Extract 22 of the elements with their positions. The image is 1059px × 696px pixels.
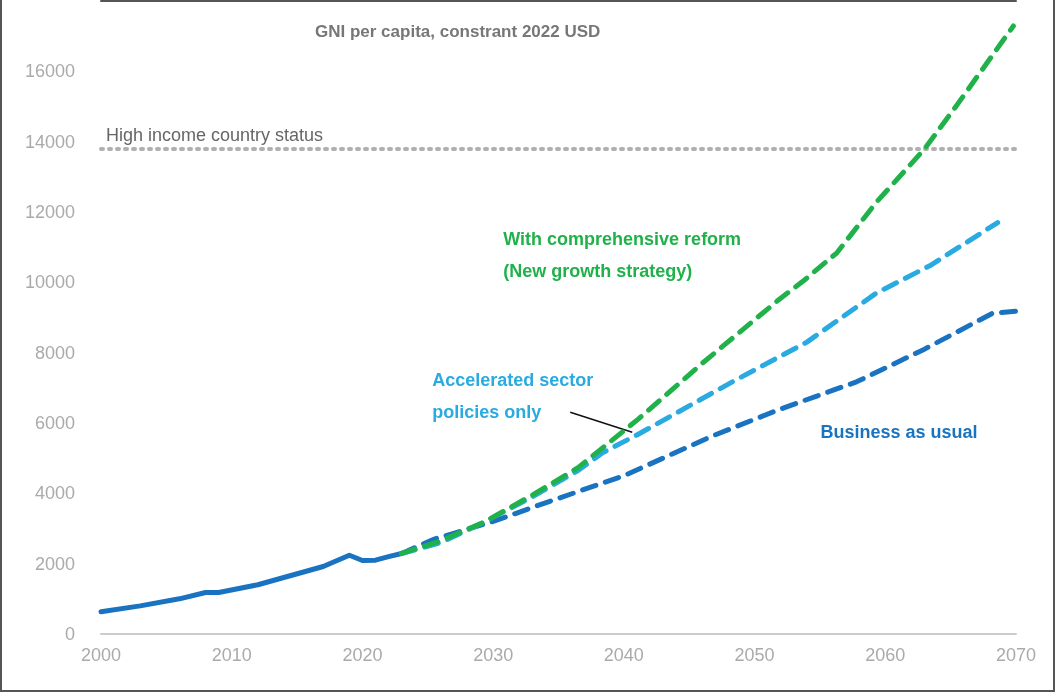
- y-tick-label: 2000: [34, 553, 75, 574]
- ref-line-label: High income country status: [106, 124, 324, 145]
- y-tick-label: 8000: [34, 342, 75, 363]
- y-tick-label: 16000: [24, 61, 75, 82]
- x-tick-label: 2020: [342, 645, 383, 665]
- x-tick-label: 2030: [473, 645, 514, 665]
- y-tick-label: 0: [64, 624, 75, 644]
- x-tick-label: 2050: [734, 645, 775, 665]
- x-tick-label: 2070: [995, 645, 1037, 665]
- x-tick-label: 2010: [211, 645, 252, 665]
- y-tick-label: 6000: [34, 413, 75, 433]
- x-tick-label: 2060: [865, 645, 906, 665]
- series-label: Accelerated sector policies only: [432, 370, 599, 423]
- x-tick-label: 2040: [603, 645, 644, 665]
- text: With comprehensive reform (New growth strategy): [503, 229, 747, 282]
- y-tick-label: 14000: [24, 131, 75, 152]
- x-tick-label: 2000: [80, 645, 122, 665]
- series-label: Business as usual: [820, 421, 978, 442]
- y-tick-label: 10000: [24, 272, 75, 293]
- y-tick-label: 12000: [24, 202, 75, 222]
- y-tick-label: 4000: [34, 483, 75, 504]
- text: GNI per capita, constrant 2022 USD: [315, 22, 601, 41]
